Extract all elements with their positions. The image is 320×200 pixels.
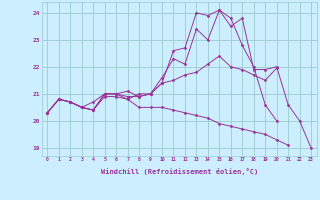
X-axis label: Windchill (Refroidissement éolien,°C): Windchill (Refroidissement éolien,°C) [100,168,258,175]
